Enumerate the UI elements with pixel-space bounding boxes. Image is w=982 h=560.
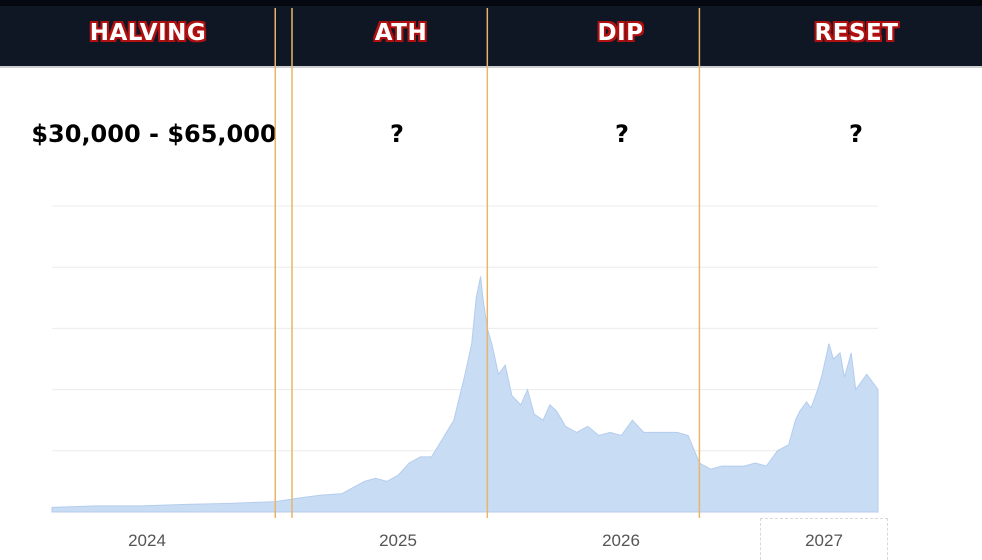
price-area [51,276,879,513]
price-range-dip: ? [615,120,629,148]
price-range-halving: $30,000 - $65,000 [31,120,277,148]
year-highlight-box [760,518,888,560]
phase-header [0,0,982,68]
header-top-strip [0,0,982,6]
price-range-ath: ? [390,120,404,148]
x-tick-label: 2026 [602,531,640,550]
phase-label-reset: RESET [814,20,899,46]
phase-label-ath: ATH [374,20,428,46]
x-tick-label: 2025 [379,531,417,550]
x-tick-label: 2024 [128,531,166,550]
price-range-reset: ? [849,120,863,148]
phase-label-halving: HALVING [89,20,207,46]
x-tick-label: 2027 [805,531,843,550]
phase-label-dip: DIP [597,20,644,46]
